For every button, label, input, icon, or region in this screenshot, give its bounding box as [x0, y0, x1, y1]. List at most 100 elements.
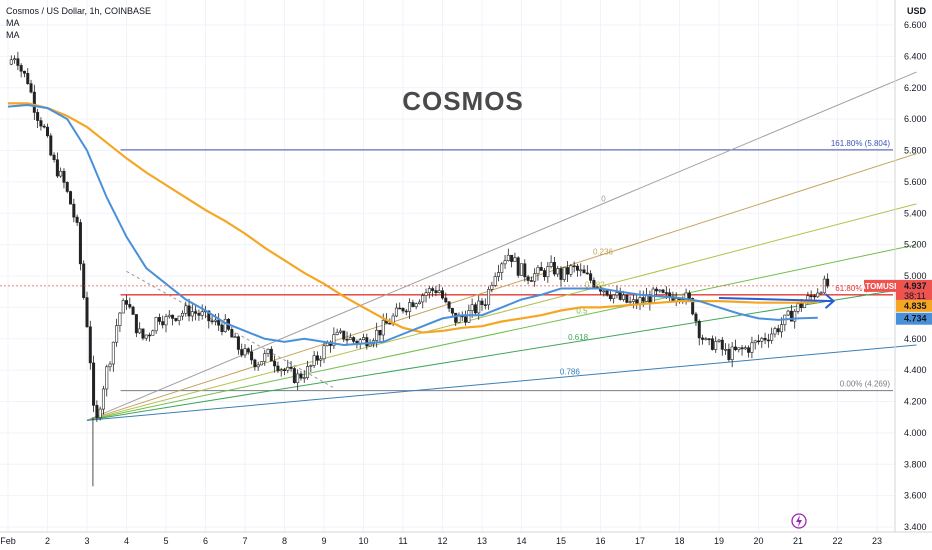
candle[interactable]	[582, 269, 586, 274]
candle[interactable]	[809, 295, 813, 298]
candle[interactable]	[766, 339, 770, 342]
candle[interactable]	[750, 342, 754, 353]
candle[interactable]	[628, 301, 632, 303]
candle[interactable]	[467, 310, 471, 323]
candle[interactable]	[289, 366, 293, 369]
candle[interactable]	[210, 320, 214, 323]
candle[interactable]	[592, 280, 596, 288]
candle[interactable]	[464, 316, 468, 323]
candle[interactable]	[302, 377, 306, 379]
candle[interactable]	[756, 340, 760, 343]
candle[interactable]	[687, 292, 691, 299]
candle[interactable]	[78, 222, 82, 265]
candle[interactable]	[572, 265, 576, 268]
candle[interactable]	[101, 388, 105, 410]
candle[interactable]	[500, 263, 504, 273]
candle[interactable]	[760, 337, 764, 342]
candle[interactable]	[213, 319, 217, 322]
candle[interactable]	[483, 304, 487, 306]
candle[interactable]	[411, 302, 415, 307]
candle[interactable]	[556, 268, 560, 275]
candle[interactable]	[325, 342, 329, 347]
candle[interactable]	[332, 334, 336, 346]
candle[interactable]	[39, 120, 43, 127]
candle[interactable]	[240, 349, 244, 356]
candle[interactable]	[717, 339, 721, 342]
candle[interactable]	[401, 307, 405, 312]
candle[interactable]	[543, 270, 547, 278]
candle[interactable]	[65, 182, 69, 192]
candle[interactable]	[263, 353, 267, 362]
candle[interactable]	[414, 303, 418, 307]
candle[interactable]	[230, 329, 234, 338]
candle[interactable]	[348, 337, 352, 340]
candle[interactable]	[361, 337, 365, 340]
candle[interactable]	[730, 346, 734, 360]
candle[interactable]	[256, 364, 260, 368]
candle[interactable]	[111, 341, 115, 365]
candle[interactable]	[286, 366, 290, 371]
candle[interactable]	[184, 305, 188, 314]
candle[interactable]	[171, 314, 175, 319]
candle[interactable]	[503, 260, 507, 265]
candle[interactable]	[32, 91, 36, 113]
candle[interactable]	[13, 58, 17, 61]
replay-icon[interactable]	[791, 513, 807, 529]
candle[interactable]	[236, 336, 240, 350]
candle[interactable]	[250, 351, 254, 361]
candle[interactable]	[776, 328, 780, 333]
candle[interactable]	[714, 341, 718, 350]
candle[interactable]	[151, 330, 155, 336]
candle[interactable]	[282, 369, 286, 371]
candle[interactable]	[253, 359, 257, 368]
candle[interactable]	[134, 314, 138, 334]
candle[interactable]	[157, 317, 161, 322]
candle[interactable]	[408, 302, 412, 312]
candle[interactable]	[701, 337, 705, 340]
candle[interactable]	[82, 263, 86, 298]
candle[interactable]	[92, 362, 96, 406]
candle[interactable]	[796, 303, 800, 312]
candle[interactable]	[763, 337, 767, 341]
candle[interactable]	[108, 363, 112, 368]
candle[interactable]	[246, 348, 250, 353]
candle[interactable]	[220, 324, 224, 332]
candle[interactable]	[312, 355, 316, 366]
candle[interactable]	[148, 334, 152, 337]
candle[interactable]	[154, 317, 158, 332]
candle[interactable]	[342, 330, 346, 340]
candle[interactable]	[559, 268, 563, 280]
candle[interactable]	[269, 348, 273, 362]
candle[interactable]	[477, 300, 481, 314]
candle[interactable]	[473, 304, 477, 314]
candle[interactable]	[434, 290, 438, 293]
candle[interactable]	[440, 290, 444, 299]
candle[interactable]	[444, 297, 448, 303]
candle[interactable]	[645, 295, 649, 302]
candle[interactable]	[770, 333, 774, 341]
candles[interactable]	[9, 51, 830, 487]
candle[interactable]	[780, 324, 784, 333]
candle[interactable]	[368, 343, 372, 347]
candle[interactable]	[536, 267, 540, 275]
candle[interactable]	[740, 347, 744, 350]
candle[interactable]	[131, 306, 135, 315]
candle[interactable]	[622, 294, 626, 300]
candle[interactable]	[612, 294, 616, 300]
candle[interactable]	[167, 314, 171, 317]
candle[interactable]	[292, 368, 296, 383]
candle[interactable]	[335, 331, 339, 335]
candle[interactable]	[704, 338, 708, 340]
candle[interactable]	[105, 366, 109, 390]
candle[interactable]	[625, 294, 629, 303]
candle[interactable]	[618, 292, 622, 300]
candle[interactable]	[233, 336, 237, 339]
candle[interactable]	[296, 373, 300, 383]
candle[interactable]	[9, 59, 13, 65]
candle[interactable]	[115, 325, 119, 343]
candle[interactable]	[529, 280, 533, 282]
candle[interactable]	[59, 170, 63, 177]
candle[interactable]	[85, 297, 89, 328]
candle[interactable]	[75, 216, 79, 223]
